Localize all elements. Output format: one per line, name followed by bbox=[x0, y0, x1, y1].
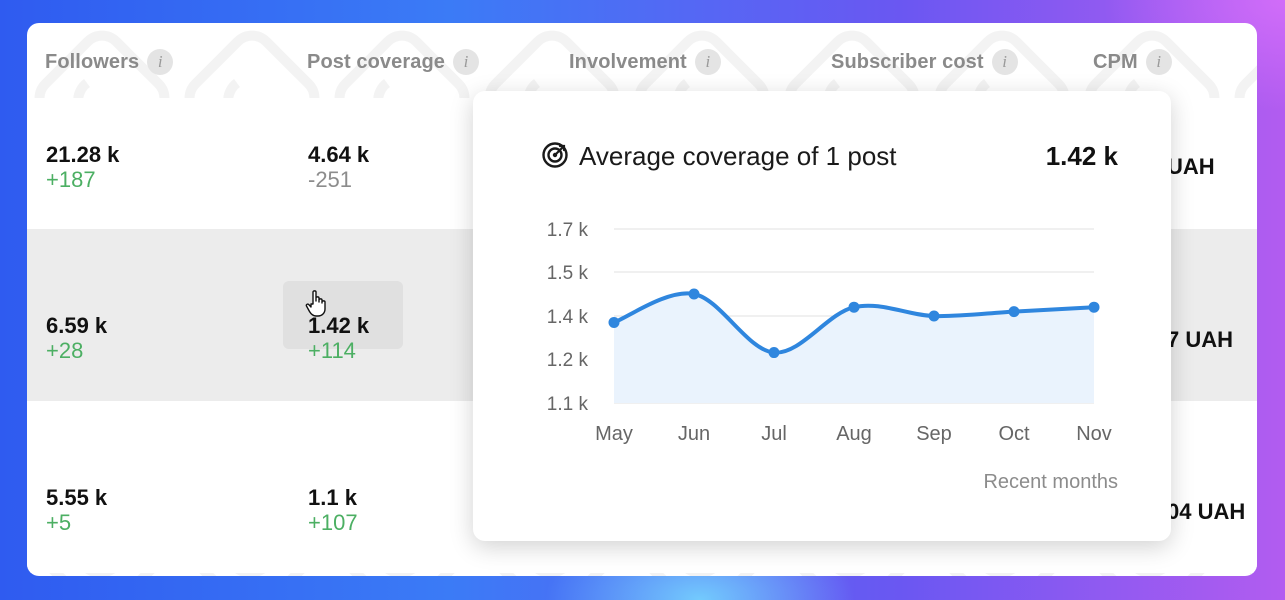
table-header: Followers i Post coverage i Involvement … bbox=[27, 23, 1257, 99]
column-label: Post coverage bbox=[307, 50, 446, 73]
followers-delta: +5 bbox=[46, 510, 72, 535]
info-icon[interactable]: i bbox=[1145, 49, 1172, 75]
tooltip-footer: Recent months bbox=[983, 471, 1118, 493]
coverage-cell[interactable]: 1.42 k +114 bbox=[308, 313, 369, 363]
data-point bbox=[928, 310, 940, 322]
target-icon bbox=[542, 142, 568, 168]
x-tick-label: Aug bbox=[836, 423, 872, 445]
data-point bbox=[848, 301, 860, 313]
info-icon[interactable]: i bbox=[694, 49, 721, 75]
column-label: Subscriber cost bbox=[831, 50, 984, 73]
data-point bbox=[768, 347, 780, 359]
y-tick-label: 1.1 k bbox=[547, 394, 589, 415]
info-icon[interactable]: i bbox=[147, 49, 174, 75]
y-tick-label: 1.5 k bbox=[547, 263, 589, 284]
info-icon[interactable]: i bbox=[991, 49, 1018, 75]
y-tick-label: 1.2 k bbox=[547, 350, 589, 371]
coverage-value: 1.42 k bbox=[308, 313, 370, 338]
x-tick-label: Jun bbox=[678, 423, 710, 445]
x-tick-label: May bbox=[595, 423, 633, 445]
cpm-value: 7 UAH bbox=[1167, 327, 1234, 352]
column-label: Involvement bbox=[569, 50, 687, 73]
hand-pointer-icon bbox=[305, 290, 326, 317]
followers-delta: +187 bbox=[46, 167, 96, 192]
column-header-subscriber-cost[interactable]: Subscriber cost i bbox=[831, 49, 1018, 75]
y-tick-label: 1.7 k bbox=[547, 220, 589, 241]
cpm-value: 04 UAH bbox=[1167, 499, 1246, 524]
coverage-value: 1.1 k bbox=[308, 485, 357, 510]
column-header-cpm[interactable]: CPM i bbox=[1093, 49, 1172, 75]
followers-delta: +28 bbox=[46, 338, 84, 363]
column-label: Followers bbox=[45, 50, 140, 73]
data-point bbox=[608, 316, 620, 328]
coverage-delta: +107 bbox=[308, 510, 358, 535]
followers-cell: 5.55 k +5 bbox=[46, 485, 107, 535]
coverage-cell-hover bbox=[283, 281, 403, 349]
y-tick-label: 1.4 k bbox=[547, 307, 589, 328]
column-header-involvement[interactable]: Involvement i bbox=[569, 49, 721, 75]
followers-cell: 21.28 k +187 bbox=[46, 142, 119, 192]
coverage-delta: -251 bbox=[308, 167, 353, 192]
x-tick-label: Oct bbox=[998, 423, 1030, 445]
column-label: CPM bbox=[1093, 50, 1138, 73]
x-tick-label: Sep bbox=[916, 423, 952, 445]
column-header-followers[interactable]: Followers i bbox=[45, 49, 174, 75]
coverage-value: 4.64 k bbox=[308, 142, 370, 167]
coverage-cell[interactable]: 1.1 k +107 bbox=[308, 485, 358, 535]
info-icon[interactable]: i bbox=[453, 49, 480, 75]
coverage-delta: +114 bbox=[308, 338, 356, 363]
x-tick-label: Nov bbox=[1076, 423, 1112, 445]
followers-value: 6.59 k bbox=[46, 313, 108, 338]
coverage-cell[interactable]: 4.64 k -251 bbox=[308, 142, 369, 192]
tooltip-value: 1.42 k bbox=[1045, 141, 1118, 171]
data-point bbox=[1008, 306, 1020, 318]
followers-value: 21.28 k bbox=[46, 142, 120, 167]
coverage-line-chart: 1.1 k 1.2 k 1.4 k 1.5 k 1.7 k May Jun Jul Aug Sep… bbox=[547, 220, 1112, 445]
followers-cell: 6.59 k +28 bbox=[46, 313, 107, 363]
x-tick-label: Jul bbox=[761, 423, 787, 445]
column-header-post-coverage[interactable]: Post coverage i bbox=[307, 49, 480, 75]
followers-value: 5.55 k bbox=[46, 485, 108, 510]
data-point bbox=[688, 288, 700, 300]
data-point bbox=[1088, 301, 1100, 313]
cpm-value: UAH bbox=[1167, 154, 1215, 179]
tooltip-title: Average coverage of 1 post bbox=[579, 141, 897, 171]
